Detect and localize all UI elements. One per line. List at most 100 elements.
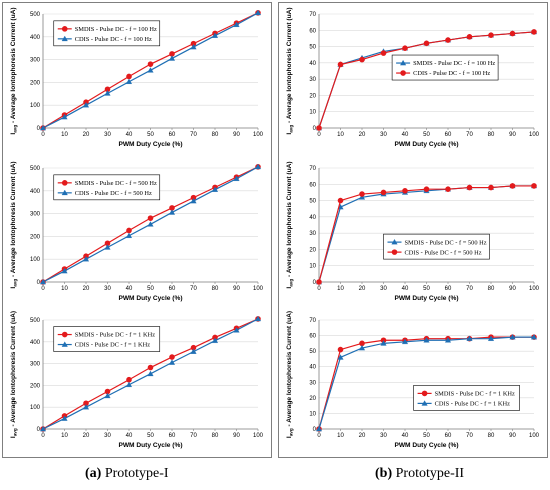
data-point (380, 340, 387, 346)
y-axis-title-sub: avg (289, 428, 294, 436)
x-tick-label: 30 (104, 132, 111, 138)
data-point (445, 186, 451, 192)
y-tick-label: 300 (30, 362, 41, 368)
y-tick-label: 40 (309, 365, 316, 371)
data-point (104, 90, 111, 96)
y-axis-title-main: I (10, 436, 17, 438)
y-axis-title-rest: - Average Iontophoresis Current (uA) (10, 311, 17, 428)
x-tick-label: 100 (253, 433, 264, 439)
y-tick-label: 300 (30, 212, 41, 218)
y-tick-label: 0 (313, 427, 317, 433)
caption-letter-a: (a) (85, 466, 102, 481)
x-tick-label: 10 (337, 286, 344, 292)
chart-b1: 0 10 20 30 40 50 60 70 0 10 20 30 40 50 60 70 80 90 100 PWM… (286, 7, 540, 148)
x-tick-label: 30 (104, 286, 111, 292)
legend-marker (400, 70, 406, 76)
x-tick-label: 70 (190, 433, 197, 439)
y-tick-label: 0 (37, 126, 41, 132)
y-tick-label: 100 (30, 257, 41, 263)
legend-box (53, 326, 161, 352)
y-tick-label: 500 (30, 318, 41, 324)
x-tick-label: 60 (445, 132, 452, 138)
data-point (82, 404, 90, 410)
legend-box (53, 20, 161, 47)
x-tick-label: 20 (359, 433, 366, 439)
x-axis-title: PWM Duty Cycle (%) (118, 295, 182, 302)
legend-label: SMDIS - Pulse DC - f = 500 Hz (75, 180, 157, 187)
data-point (82, 256, 90, 262)
x-tick-label: 20 (359, 286, 366, 292)
x-tick-label: 90 (233, 433, 240, 439)
data-point (509, 334, 516, 340)
x-tick-label: 30 (104, 433, 111, 439)
data-point (147, 215, 154, 221)
data-point (39, 278, 47, 285)
x-tick-label: 0 (317, 433, 321, 439)
data-point (358, 194, 366, 200)
y-tick-label: 500 (30, 166, 41, 172)
legend-marker (61, 331, 68, 338)
y-axis-title-sub: avg (13, 428, 18, 436)
y-tick-label: 30 (309, 380, 316, 386)
data-point (337, 61, 344, 68)
data-point (190, 197, 197, 204)
x-tick-label: 90 (233, 286, 240, 292)
data-point (316, 279, 322, 285)
data-point (147, 67, 154, 73)
legend-label: SMDIS - Pulse DC - f = 1 KHz (75, 332, 155, 339)
y-tick-label: 30 (309, 231, 316, 237)
y-tick-label: 20 (309, 247, 316, 253)
y-axis-title-sub: avg (289, 279, 294, 287)
x-tick-label: 80 (212, 433, 219, 439)
x-tick-label: 90 (509, 433, 516, 439)
y-axis-title: Iavg - Average Iontophoresis Current (uA… (10, 7, 18, 134)
x-tick-label: 80 (488, 433, 495, 439)
data-point (104, 392, 111, 399)
y-axis-title: Iavg - Average Iontophoresis Current (uA… (286, 311, 294, 438)
y-axis-title: Iavg - Average Iontophoresis Current (uA… (286, 7, 294, 134)
data-point (147, 364, 154, 371)
y-tick-label: 0 (37, 427, 41, 433)
data-point (530, 334, 538, 340)
legend-label: SMDIS - Pulse DC - f = 500 Hz (405, 239, 487, 246)
y-tick-label: 60 (309, 334, 316, 340)
x-axis-title: PWM Duty Cycle (%) (118, 141, 182, 148)
legend-label: CDIS - Pulse DC - f = 500 Hz (75, 190, 152, 197)
data-point (61, 415, 68, 421)
y-axis-title-rest: - Average Iontophoresis Current (uA) (10, 7, 17, 124)
y-tick-label: 10 (309, 411, 316, 417)
x-tick-label: 70 (190, 286, 197, 292)
series-2 (39, 9, 262, 131)
x-tick-label: 100 (529, 286, 540, 292)
x-axis-title: PWM Duty Cycle (%) (394, 295, 458, 302)
legend-box (391, 54, 499, 81)
data-point (358, 344, 366, 351)
y-tick-label: 100 (30, 405, 41, 411)
data-point (233, 21, 240, 27)
series-1 (316, 334, 537, 432)
x-tick-label: 20 (83, 132, 90, 138)
data-point (359, 56, 365, 63)
data-point (509, 183, 516, 189)
x-tick-label: 100 (529, 132, 540, 138)
x-tick-label: 50 (147, 286, 154, 292)
x-tick-label: 50 (147, 132, 154, 138)
x-tick-label: 90 (509, 286, 516, 292)
legend-marker (391, 239, 398, 245)
data-point (466, 34, 473, 40)
data-point (39, 124, 47, 131)
y-tick-label: 70 (309, 12, 316, 18)
data-point (315, 425, 323, 432)
y-tick-label: 200 (30, 80, 41, 86)
caption-prototype-1: (a) Prototype-I (85, 466, 169, 482)
legend-marker (61, 189, 68, 196)
x-tick-label: 50 (423, 132, 430, 138)
legend-marker (400, 59, 407, 66)
x-tick-label: 30 (380, 132, 387, 138)
data-point (488, 184, 494, 191)
data-point (466, 335, 473, 341)
data-point (337, 354, 344, 360)
y-axis-title-rest: - Average Iontophoresis Current (uA) (286, 161, 293, 278)
legend-marker (61, 341, 68, 347)
chart-a2: 0 100 200 300 400 500 0 10 20 30 40 50 60 70 80 90 100 PW… (10, 161, 264, 302)
